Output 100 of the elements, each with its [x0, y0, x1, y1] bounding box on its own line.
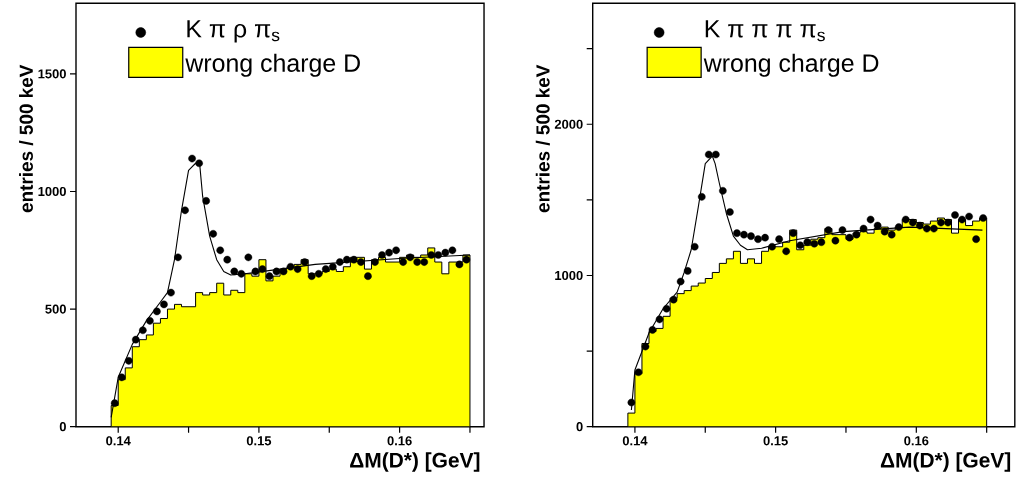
point — [796, 241, 805, 250]
point — [413, 258, 421, 266]
point — [669, 295, 678, 304]
point — [655, 315, 664, 324]
point — [427, 251, 436, 259]
point — [223, 255, 232, 264]
legend-label: K π ρ π$_{s}$ — [187, 20, 280, 43]
x-tick-label: 0.14 — [622, 436, 648, 446]
point — [740, 230, 748, 239]
point — [110, 399, 119, 407]
point — [930, 224, 938, 233]
x-tick-label: 0.14 — [106, 436, 131, 446]
point — [216, 246, 225, 255]
point — [392, 246, 400, 255]
point — [174, 253, 182, 262]
point — [803, 238, 812, 247]
point — [195, 159, 203, 168]
point — [139, 326, 147, 335]
point — [838, 226, 847, 234]
point — [371, 258, 379, 266]
point — [230, 267, 239, 276]
point — [944, 218, 952, 227]
point — [754, 235, 762, 243]
point — [124, 357, 133, 365]
point — [901, 215, 910, 224]
point — [810, 239, 819, 248]
point — [167, 288, 175, 297]
point — [272, 267, 281, 276]
point — [244, 253, 253, 262]
point — [845, 233, 854, 242]
point — [697, 193, 706, 201]
point — [357, 258, 365, 266]
point — [747, 232, 755, 240]
y-tick-label: 1000 — [555, 270, 583, 281]
x-axis-title: ΔM(D*) [GeV] — [350, 452, 480, 472]
point — [873, 221, 882, 230]
y-tick-label: 0 — [576, 422, 583, 432]
point — [160, 300, 168, 309]
point — [153, 307, 161, 316]
point — [293, 265, 302, 273]
point — [979, 214, 987, 222]
point — [117, 373, 126, 382]
point — [719, 187, 727, 195]
point — [775, 235, 783, 243]
point — [441, 248, 450, 257]
point — [181, 206, 189, 215]
point — [237, 270, 246, 278]
x-tick-label: 0.15 — [763, 436, 788, 446]
point — [831, 236, 840, 245]
y-tick-label: 1000 — [38, 186, 66, 197]
point — [132, 335, 140, 344]
point — [880, 227, 889, 236]
point — [852, 230, 861, 239]
point — [258, 265, 267, 273]
point — [965, 212, 973, 221]
point — [455, 260, 464, 269]
point — [662, 304, 671, 313]
y-axis-title: entries / 500 keV — [535, 64, 550, 213]
point — [343, 255, 351, 264]
point — [406, 253, 414, 262]
point — [300, 258, 309, 266]
point — [627, 398, 636, 407]
legend-label: wrong charge D — [703, 53, 879, 77]
point — [378, 251, 386, 259]
point — [704, 150, 713, 159]
point — [894, 223, 903, 231]
point — [683, 267, 692, 275]
point — [634, 368, 643, 377]
point — [209, 230, 217, 238]
point — [314, 270, 323, 278]
point — [923, 224, 931, 233]
point — [768, 242, 776, 251]
point — [676, 277, 685, 286]
y-axis-title: entries / 500 keV — [19, 64, 34, 213]
point — [937, 218, 945, 227]
point — [307, 272, 316, 280]
point — [286, 262, 295, 271]
point — [321, 265, 330, 273]
point — [350, 255, 358, 264]
x-tick-label: 0.15 — [246, 436, 272, 446]
x-axis-title: ΔM(D*) [GeV] — [880, 452, 1011, 472]
point — [817, 238, 826, 247]
point — [251, 267, 260, 276]
point — [726, 208, 734, 216]
point — [399, 258, 407, 266]
point — [265, 272, 274, 280]
point — [146, 317, 154, 325]
point — [336, 258, 344, 266]
point — [916, 221, 924, 230]
point — [958, 215, 966, 224]
point — [972, 235, 980, 243]
x-tick-label: 0.16 — [387, 436, 412, 446]
point — [887, 230, 896, 239]
point — [279, 267, 288, 276]
point — [909, 218, 917, 227]
legend-label: K π π π π$_{s}$ — [705, 20, 825, 42]
y-tick-label: 1500 — [38, 69, 66, 79]
point — [462, 255, 471, 264]
point — [448, 246, 457, 255]
point — [641, 342, 650, 351]
